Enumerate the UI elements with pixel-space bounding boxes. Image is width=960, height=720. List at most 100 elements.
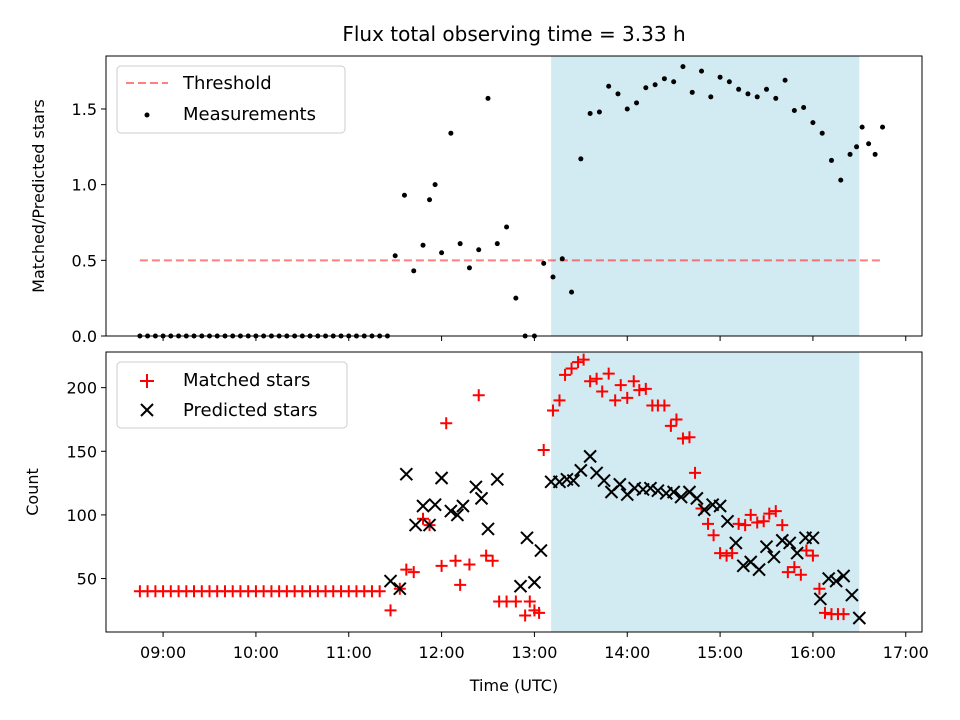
- predicted-point: [520, 531, 534, 545]
- x-tick-label: 13:00: [511, 643, 557, 662]
- predicted-point: [434, 471, 449, 485]
- measurement-point: [745, 91, 751, 97]
- matched-point: [519, 609, 532, 622]
- matched-point: [463, 558, 476, 571]
- predicted-point: [534, 543, 548, 558]
- matched-point: [702, 517, 715, 530]
- measurement-point: [624, 106, 630, 112]
- top-axes-frame: [105, 55, 923, 337]
- top-y-tick-label: 0.5: [72, 251, 97, 270]
- matched-point: [676, 432, 689, 445]
- matched-point: [689, 466, 702, 479]
- matched-point: [584, 375, 597, 388]
- predicted-point: [752, 562, 766, 577]
- bottom-y-tick-label: 100: [66, 506, 97, 525]
- predicted-point: [836, 569, 851, 583]
- predicted-point: [666, 485, 681, 499]
- matched-point: [707, 529, 720, 542]
- matched-point: [776, 519, 789, 532]
- predicted-point: [783, 536, 797, 550]
- predicted-point: [393, 582, 407, 596]
- predicted-point: [790, 546, 804, 560]
- predicted-point: [845, 588, 859, 602]
- top-shaded-span: [551, 56, 860, 336]
- matched-point: [744, 508, 757, 521]
- measurement-point: [504, 224, 510, 230]
- predicted-point: [456, 499, 470, 513]
- predicted-point: [767, 550, 781, 564]
- predicted-point: [474, 491, 489, 506]
- measurement-point: [513, 295, 519, 301]
- matched-stars-series: [134, 354, 850, 622]
- measurement-point: [671, 79, 677, 85]
- predicted-point: [408, 518, 423, 532]
- measurement-point: [872, 151, 878, 157]
- measurement-point: [819, 130, 825, 136]
- measurement-point: [810, 120, 816, 126]
- measurement-point: [880, 124, 886, 130]
- measurement-point: [427, 197, 433, 203]
- predicted-point: [852, 611, 867, 625]
- matched-point: [417, 512, 430, 525]
- x-tick-label: 17:00: [883, 643, 929, 662]
- measurements-series: [137, 64, 886, 339]
- matched-point: [553, 394, 566, 407]
- measurement-point: [596, 109, 602, 115]
- predicted-point: [399, 467, 414, 481]
- matched-point: [609, 394, 622, 407]
- top-y-tick-label: 1.5: [72, 100, 97, 119]
- matched-point: [639, 382, 652, 395]
- measurement-point: [782, 77, 788, 83]
- measurement-point: [392, 253, 398, 259]
- legend-predicted-label: Predicted stars: [183, 400, 317, 421]
- measurement-point: [476, 247, 482, 253]
- matched-point: [720, 549, 733, 562]
- top-legend: Threshold Measurements: [116, 65, 346, 134]
- matched-point: [781, 566, 794, 579]
- bottom-y-axis: 50 100 150 200: [66, 379, 106, 589]
- x-tick-label: 11:00: [326, 643, 372, 662]
- shaded-span-bottom: [551, 352, 860, 632]
- predicted-point: [690, 491, 704, 506]
- measurement-point: [485, 95, 491, 101]
- matched-point: [800, 544, 813, 557]
- predicted-point: [775, 533, 789, 548]
- matched-point: [683, 431, 696, 444]
- matched-point: [572, 356, 585, 369]
- bottom-ylabel: Count: [23, 468, 42, 516]
- x-tick-label: 16:00: [790, 643, 836, 662]
- predicted-point: [444, 504, 458, 518]
- measurement-point: [680, 64, 686, 70]
- matched-point: [614, 379, 627, 392]
- measurement-point: [494, 241, 500, 247]
- matched-point: [670, 413, 683, 426]
- matched-point: [769, 505, 782, 518]
- predicted-point: [527, 575, 542, 590]
- matched-point: [726, 547, 739, 560]
- predicted-point: [697, 503, 712, 517]
- measurement-point: [828, 157, 834, 163]
- bottom-legend: Matched stars Predicted stars: [116, 361, 348, 429]
- predicted-point: [552, 475, 567, 489]
- measurement-point: [661, 76, 667, 82]
- measurement-point: [847, 151, 853, 157]
- measurement-point: [439, 250, 445, 256]
- predicted-point: [597, 473, 611, 488]
- matched-point: [384, 604, 397, 617]
- predicted-point: [651, 484, 665, 498]
- measurement-point: [550, 274, 556, 280]
- legend-predicted-swatch: [140, 403, 154, 417]
- measurement-point: [569, 289, 575, 295]
- bottom-y-tick-label: 150: [66, 442, 97, 461]
- matched-point: [739, 519, 752, 532]
- measurement-point: [689, 89, 695, 95]
- measurement-point: [854, 144, 860, 150]
- predicted-point: [674, 490, 688, 504]
- top-y-axis: 0.0 0.5 1.0 1.5: [72, 100, 106, 346]
- legend-measurements-label: Measurements: [183, 104, 316, 125]
- matched-point: [763, 507, 776, 520]
- bottom-shaded-span: [551, 352, 860, 632]
- predicted-point: [736, 559, 751, 573]
- predicted-point: [829, 574, 843, 588]
